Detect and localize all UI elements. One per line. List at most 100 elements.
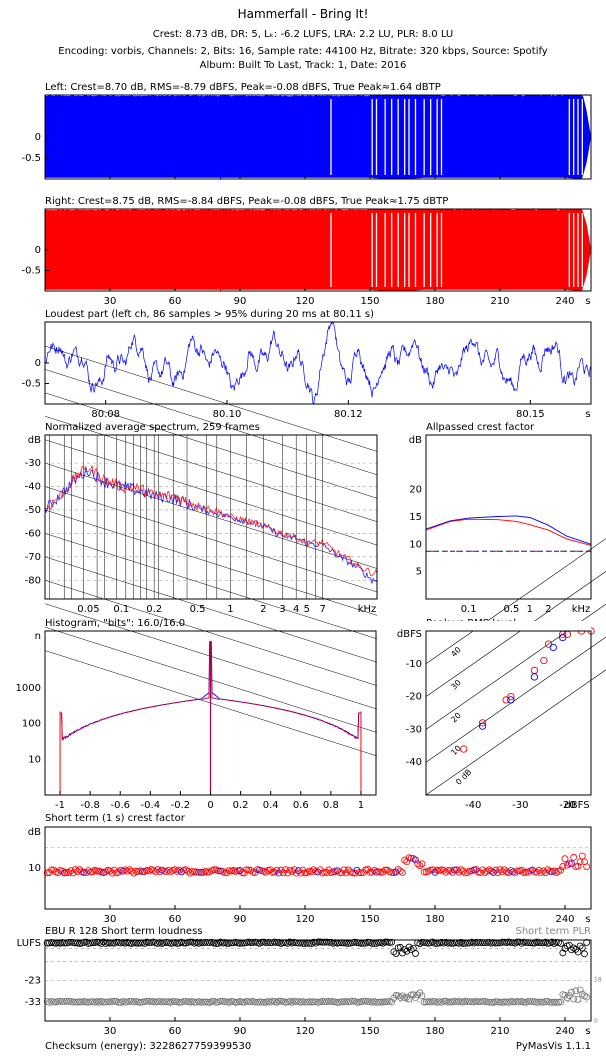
crest-point — [156, 868, 164, 876]
summary-line: Crest: 8.73 dB, DR: 5, Lₖ: -6.2 LUFS, LR… — [153, 29, 454, 40]
plr-point — [570, 995, 578, 1003]
right-tick-label: 18 — [594, 976, 602, 983]
crest-point — [178, 868, 185, 876]
crest-point — [132, 867, 140, 875]
loudness-point — [186, 938, 194, 946]
crest-point — [69, 869, 77, 877]
crest-point — [535, 866, 543, 874]
crest-point — [152, 868, 159, 876]
crest-point — [383, 866, 391, 874]
loudest-plot: 0 -0.5 80.08 80.10 80.12 80.15 s — [21, 321, 592, 420]
plr-point — [477, 998, 484, 1005]
loudest-line — [44, 321, 592, 405]
scatter-point — [530, 666, 539, 675]
crest-point — [563, 861, 571, 869]
x-tick-label: 80.15 — [516, 409, 545, 420]
x-tick-label: 1 — [358, 800, 364, 811]
loudness-point — [472, 938, 480, 946]
x-unit-label: kHz — [358, 604, 377, 615]
plr-point — [115, 998, 123, 1006]
x-tick-label: 180 — [425, 914, 444, 925]
x-tick-label: -20 — [559, 800, 575, 811]
scatter-point — [460, 745, 468, 753]
crest-point — [206, 868, 214, 876]
diagonal-label: 40 — [449, 645, 463, 659]
crest-point — [154, 866, 162, 873]
loudness-point — [67, 938, 75, 946]
crest-point — [531, 868, 539, 876]
crest-point — [537, 869, 545, 877]
mask — [377, 434, 417, 600]
right-waveform-plot: 0 -0.5 30 60 90 120 150 180 210 240 s — [21, 208, 592, 307]
crest-point — [453, 866, 461, 874]
crest-point — [102, 868, 110, 876]
plr-point — [204, 998, 211, 1006]
loudness-point — [100, 938, 107, 946]
x-tick-label: 80.10 — [213, 409, 242, 420]
y-axis-label: dB — [409, 435, 422, 446]
x-tick-label: 180 — [425, 1026, 444, 1037]
allpass-plot: dB 20 15 10 5 0.1 0.5 1 2 kHz — [409, 434, 592, 615]
x-tick-label: 120 — [295, 1026, 314, 1037]
x-unit-label: kHz — [572, 604, 591, 615]
version: PyMasVis 1.1.1 — [516, 1041, 591, 1052]
crest-point — [578, 852, 586, 860]
crest-point — [368, 868, 376, 876]
plr-point — [191, 998, 198, 1006]
crest-point — [399, 869, 406, 876]
loudness-point — [498, 938, 506, 946]
loudness-point — [516, 938, 523, 946]
plr-point — [58, 998, 66, 1006]
crest-point — [63, 868, 71, 876]
plot-frame — [425, 630, 592, 796]
crest-point — [193, 868, 201, 876]
plr-point — [327, 998, 335, 1005]
loudness-point — [513, 938, 521, 946]
x-tick-label: 210 — [490, 914, 509, 925]
loudness-point — [141, 940, 149, 947]
loudness-point — [388, 938, 396, 946]
crest-point — [381, 866, 389, 874]
y-tick-label: 10 — [28, 754, 41, 765]
x-tick-label: 210 — [490, 296, 509, 307]
crest-point — [243, 866, 250, 874]
y-tick-label: -70 — [25, 552, 41, 563]
crest-point — [175, 866, 183, 874]
crest-point — [379, 868, 387, 876]
loudness-point — [318, 938, 326, 946]
plr-point — [520, 998, 528, 1006]
plr-point — [461, 997, 469, 1005]
plr-point — [414, 991, 422, 999]
plr-point — [245, 998, 253, 1006]
slope-line — [44, 345, 378, 452]
crest-point — [253, 866, 261, 874]
plr-point — [576, 986, 584, 994]
album-line: Album: Built To Last, Track: 1, Date: 20… — [200, 60, 407, 71]
plr-point — [548, 999, 556, 1006]
crest-point — [182, 866, 190, 874]
plr-point — [63, 997, 71, 1005]
loudness-point — [80, 938, 88, 946]
plr-point — [201, 998, 209, 1006]
waveform-area — [45, 209, 591, 291]
crest-point — [204, 868, 211, 876]
plr-point — [238, 998, 246, 1006]
plr-point — [500, 998, 508, 1006]
plr-point — [496, 998, 504, 1006]
x-tick-label: 240 — [555, 914, 574, 925]
crest-point — [396, 867, 404, 875]
plr-point — [360, 997, 367, 1005]
crest-point — [301, 869, 309, 877]
crest-point — [221, 869, 229, 877]
crest-point — [210, 866, 218, 874]
y-tick-label: -60 — [25, 528, 41, 539]
scatter-point — [549, 643, 557, 652]
plr-point — [349, 997, 357, 1005]
x-tick-label: 30 — [104, 296, 117, 307]
crest-point — [84, 867, 92, 875]
x-tick-label: 2 — [545, 604, 551, 615]
crest-point — [48, 866, 55, 874]
plr-point — [457, 998, 465, 1006]
x-tick-label: 4 — [293, 604, 299, 615]
plr-point — [373, 998, 380, 1006]
